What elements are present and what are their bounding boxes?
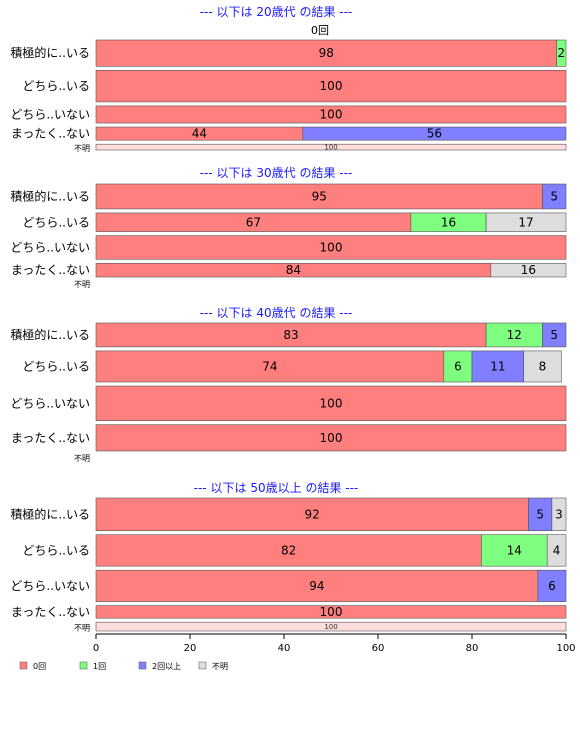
data-label: 100: [320, 431, 343, 445]
x-tick-label: 100: [556, 643, 575, 654]
category-label: まったく..ない: [11, 127, 90, 141]
bar-segment: [95, 143, 567, 151]
bar-segment: [95, 424, 567, 452]
bar-segment: [95, 350, 445, 383]
x-tick-label: 60: [372, 643, 385, 654]
category-label: どちら..いる: [22, 543, 90, 557]
bar-segment: [95, 497, 529, 532]
bar-segment: [95, 39, 557, 67]
bar-segment: [95, 569, 539, 602]
category-label: どちら..いない: [10, 579, 90, 593]
data-label: 4: [553, 543, 561, 557]
x-tick-label: 0: [93, 643, 99, 654]
data-label: 100: [324, 623, 337, 631]
data-label: 56: [427, 127, 442, 141]
data-label: 98: [319, 46, 334, 60]
data-label: 100: [320, 396, 343, 410]
bar-segment: [523, 350, 562, 383]
data-label: 5: [550, 189, 558, 203]
category-label: どちら..いない: [10, 107, 90, 121]
data-label: 83: [283, 328, 298, 342]
category-label: まったく..ない: [11, 263, 90, 277]
data-label: 67: [246, 215, 261, 229]
data-label: 6: [548, 579, 556, 593]
bar-segment: [95, 385, 567, 421]
data-label: 44: [192, 127, 207, 141]
data-label: 82: [281, 543, 296, 557]
bar-segment: [95, 235, 567, 260]
x-tick-label: 40: [278, 643, 291, 654]
bar-segment: [556, 39, 567, 67]
data-label: 3: [555, 507, 563, 521]
data-label: 84: [286, 263, 301, 277]
legend-swatch: [19, 661, 28, 670]
bar-segment: [485, 212, 567, 232]
legend-label: 0回: [33, 662, 46, 671]
bar-segment: [302, 126, 567, 141]
bar-segment: [95, 105, 567, 124]
category-label: どちら..いない: [10, 396, 90, 410]
panel-title: --- 以下は 30歳代 の結果 ---: [200, 166, 353, 180]
data-label: 14: [507, 543, 522, 557]
data-label: 100: [320, 107, 343, 121]
legend-label: 不明: [212, 662, 228, 671]
bar-segment: [542, 183, 567, 210]
legend-swatch: [198, 661, 207, 670]
data-label: 17: [518, 215, 533, 229]
legend-label: 1回: [93, 662, 106, 671]
top-series-label: 0回: [311, 24, 329, 37]
data-label: 100: [320, 605, 343, 619]
bar-segment: [551, 497, 567, 532]
category-label: 積極的に..いる: [10, 188, 90, 203]
bar-segment: [95, 605, 567, 619]
data-label: 100: [320, 79, 343, 93]
data-label: 5: [550, 328, 558, 342]
data-label: 16: [441, 215, 456, 229]
data-label: 92: [305, 507, 320, 521]
bar-segment: [546, 534, 567, 567]
legend-swatch: [79, 661, 88, 670]
x-tick-label: 80: [466, 643, 479, 654]
data-label: 6: [454, 359, 462, 373]
category-label: どちら..いない: [10, 240, 90, 254]
panel-title: --- 以下は 40歳代 の結果 ---: [200, 306, 353, 320]
category-label: 不明: [74, 280, 90, 289]
category-label: 積極的に..いる: [10, 327, 90, 342]
data-label: 8: [539, 359, 547, 373]
category-label: まったく..ない: [11, 605, 90, 619]
category-label: どちら..いる: [22, 215, 90, 229]
data-label: 12: [507, 328, 522, 342]
bar-segment: [95, 70, 567, 103]
data-label: 95: [312, 189, 327, 203]
category-label: 不明: [74, 454, 90, 463]
category-label: どちら..いる: [22, 359, 90, 373]
bar-segment: [95, 534, 482, 567]
bar-segment: [542, 322, 567, 348]
panel-title: --- 以下は 50歳以上 の結果 ---: [194, 481, 359, 495]
panel-title: --- 以下は 20歳代 の結果 ---: [200, 5, 353, 19]
bar-segment: [490, 262, 567, 278]
data-label: 11: [490, 359, 505, 373]
bar-segment: [95, 621, 567, 632]
data-label: 94: [309, 579, 324, 593]
category-label: 不明: [74, 144, 90, 153]
bar-segment: [537, 569, 567, 602]
data-label: 16: [521, 263, 536, 277]
legend-label: 2回以上: [152, 662, 181, 671]
category-label: 積極的に..いる: [10, 506, 90, 521]
category-label: 不明: [74, 624, 90, 633]
legend-swatch: [138, 661, 147, 670]
category-label: どちら..いる: [22, 79, 90, 93]
data-label: 100: [320, 240, 343, 254]
bar-segment: [471, 350, 525, 383]
data-label: 74: [262, 359, 277, 373]
data-label: 5: [536, 507, 544, 521]
x-tick-label: 20: [184, 643, 197, 654]
category-label: まったく..ない: [11, 431, 90, 445]
category-label: 積極的に..いる: [10, 45, 90, 60]
bar-segment: [481, 534, 548, 567]
data-label: 2: [557, 46, 565, 60]
data-label: 100: [324, 144, 337, 152]
